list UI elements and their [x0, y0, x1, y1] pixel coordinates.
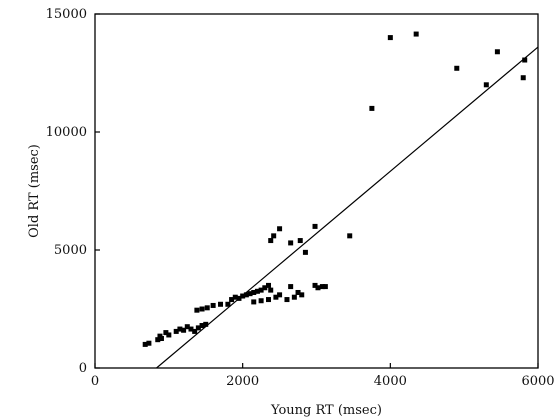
data-point	[254, 288, 260, 294]
data-point	[240, 293, 246, 299]
data-point	[277, 292, 283, 298]
data-point	[483, 82, 489, 88]
data-point	[312, 223, 318, 229]
y-axis-label: Old RT (msec)	[27, 144, 42, 238]
data-point	[315, 285, 321, 291]
data-points	[142, 31, 528, 347]
data-point	[192, 328, 198, 334]
data-point	[184, 324, 190, 330]
data-point	[277, 226, 283, 232]
y-tick-label: 0	[79, 361, 87, 376]
x-tick-label: 6000	[521, 374, 554, 389]
data-point	[163, 330, 169, 336]
data-point	[284, 297, 290, 303]
data-point	[194, 307, 200, 313]
data-point	[273, 294, 279, 300]
data-point	[299, 292, 305, 298]
x-tick-label: 4000	[374, 374, 407, 389]
data-point	[291, 294, 297, 300]
data-point	[302, 249, 308, 255]
data-point	[199, 323, 205, 329]
data-point	[288, 240, 294, 246]
data-point	[295, 289, 301, 295]
data-point	[229, 297, 235, 303]
data-point	[266, 297, 272, 303]
data-point	[204, 305, 210, 311]
data-point	[258, 287, 264, 293]
data-point	[322, 284, 328, 290]
data-point	[520, 75, 526, 81]
y-tick-label: 15000	[46, 7, 87, 22]
regression-line	[156, 46, 539, 369]
data-point	[218, 301, 224, 307]
data-point	[146, 340, 152, 346]
data-point	[413, 31, 419, 37]
data-point	[188, 326, 194, 332]
data-point	[262, 285, 268, 291]
data-point	[297, 238, 303, 244]
y-tick-label: 5000	[54, 243, 87, 258]
data-point	[387, 35, 393, 41]
data-point	[258, 298, 264, 304]
data-point	[251, 299, 257, 305]
data-point	[319, 284, 325, 290]
data-point	[155, 337, 161, 343]
data-point	[251, 289, 257, 295]
x-axis-label: Young RT (msec)	[270, 403, 382, 418]
x-tick-label: 0	[91, 374, 99, 389]
data-point	[288, 284, 294, 290]
data-point	[347, 233, 353, 239]
data-point	[369, 105, 375, 111]
data-point	[199, 306, 205, 312]
data-point	[247, 291, 253, 297]
data-point	[195, 325, 201, 331]
data-point	[454, 65, 460, 71]
data-point	[173, 328, 179, 334]
data-point	[312, 282, 318, 288]
data-point	[271, 233, 277, 239]
data-point	[268, 238, 274, 244]
plot-border	[94, 13, 539, 369]
data-point	[181, 327, 187, 333]
data-point	[203, 321, 209, 327]
data-point	[522, 57, 528, 63]
x-tick-label: 2000	[226, 374, 259, 389]
data-point	[158, 336, 164, 341]
data-point	[232, 294, 238, 300]
regression-line-layer	[156, 46, 539, 369]
data-point	[225, 301, 231, 307]
data-point	[210, 302, 216, 308]
data-point	[177, 326, 183, 332]
data-point	[142, 341, 148, 347]
data-point	[236, 295, 242, 301]
data-point	[166, 332, 172, 338]
data-point	[266, 282, 272, 288]
x-axis: 0 2000 4000 6000	[91, 363, 555, 389]
plot-area	[94, 13, 539, 369]
data-point	[243, 292, 249, 298]
y-axis: 0 5000 10000 15000	[46, 7, 100, 376]
y-tick-label: 10000	[46, 125, 87, 140]
data-point	[268, 287, 274, 293]
data-point	[494, 49, 500, 55]
